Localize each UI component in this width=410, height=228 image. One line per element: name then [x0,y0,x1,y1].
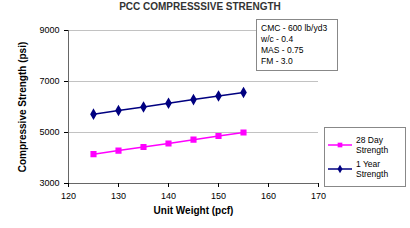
html-text:CMC - 600 lb/yd3: CMC - 600 lb/yd3 [261,23,328,33]
svg-text:9000: 9000 [39,25,59,35]
svg-text:Unit Weight (pcf): Unit Weight (pcf) [154,205,234,216]
svg-text:7000: 7000 [39,76,59,86]
svg-text:160: 160 [261,191,276,201]
html-text:FM - 3.0: FM - 3.0 [261,56,293,66]
html-text:PCC COMPRESSSIVE STRENGTH: PCC COMPRESSSIVE STRENGTH [119,1,281,12]
html-text:1 Year Strength: 1 Year Strength [356,159,389,179]
svg-text:150: 150 [211,191,226,201]
svg-text:3000: 3000 [39,178,59,188]
svg-text:130: 130 [111,191,126,201]
html-text:MAS - 0.75: MAS - 0.75 [261,45,304,55]
svg-text:140: 140 [161,191,176,201]
svg-text:120: 120 [61,191,76,201]
svg-text:170: 170 [311,191,326,201]
html-text:w/c - 0.4: w/c - 0.4 [261,34,294,44]
svg-text:Compressive Strength (psi): Compressive Strength (psi) [17,42,28,173]
svg-text:5000: 5000 [39,127,59,137]
html-text:28 Day Strength: 28 Day Strength [356,135,389,155]
